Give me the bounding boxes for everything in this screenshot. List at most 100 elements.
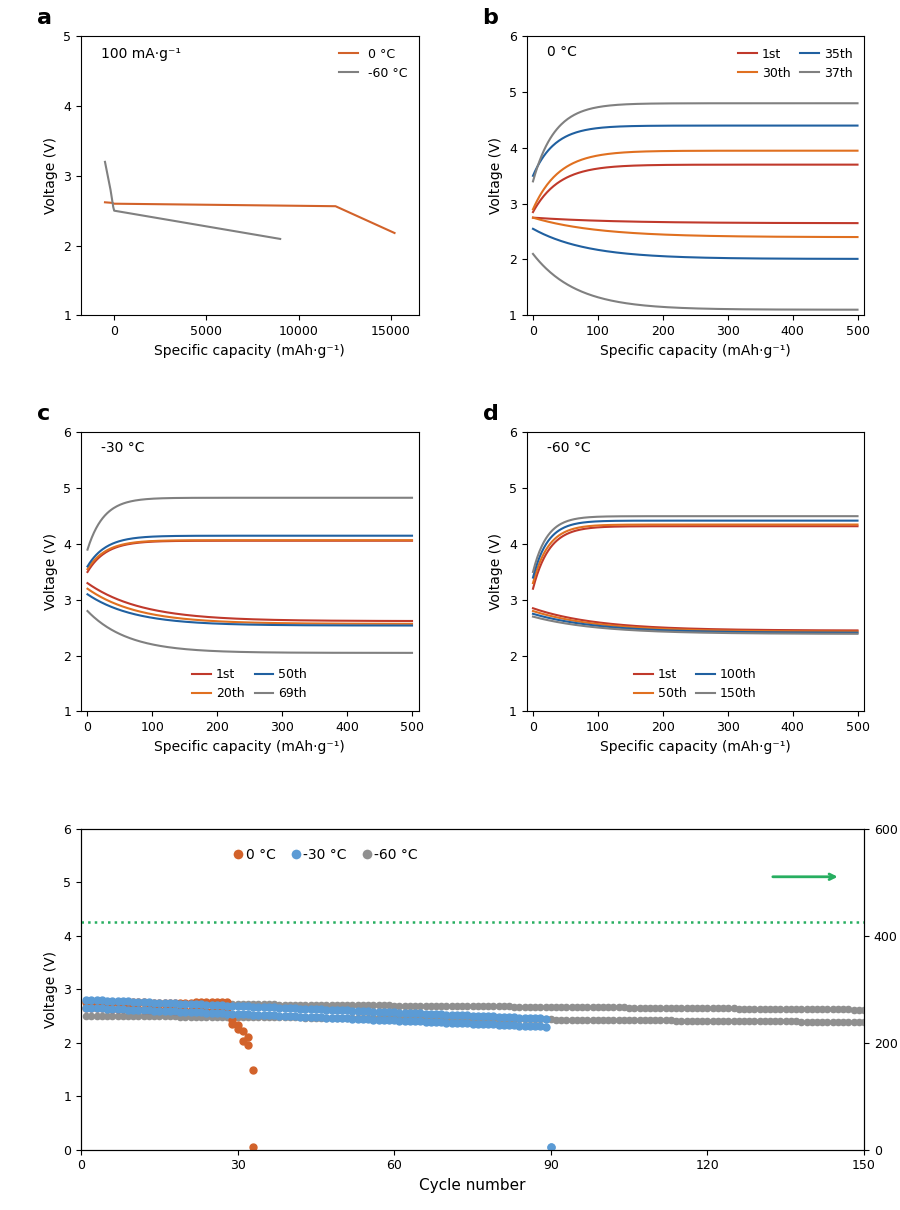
Point <box>163 993 177 1013</box>
Point <box>100 991 114 1010</box>
Y-axis label: Voltage (V): Voltage (V) <box>490 137 503 214</box>
Point <box>481 1007 495 1026</box>
Point <box>79 992 94 1012</box>
Point <box>246 1061 260 1081</box>
Point <box>163 1001 177 1020</box>
Point <box>789 1012 804 1031</box>
Point <box>523 1009 537 1028</box>
Point <box>131 1001 146 1020</box>
Point <box>387 1009 401 1028</box>
Point <box>126 1007 140 1026</box>
Point <box>167 993 182 1013</box>
Point <box>173 993 187 1013</box>
Point <box>329 1008 344 1027</box>
Point <box>178 993 193 1013</box>
Point <box>141 1001 156 1020</box>
Point <box>85 998 99 1018</box>
Point <box>111 991 125 1010</box>
Point <box>147 993 161 1013</box>
Point <box>450 1009 464 1028</box>
Point <box>564 997 579 1016</box>
Point <box>236 997 250 1016</box>
Point <box>648 1010 662 1030</box>
Point <box>653 998 668 1018</box>
Point <box>460 1009 474 1028</box>
Point <box>674 998 688 1018</box>
Point <box>225 1010 239 1030</box>
Point <box>141 1007 156 1026</box>
Point <box>225 1014 239 1033</box>
Point <box>648 998 662 1018</box>
Point <box>236 995 250 1014</box>
Point <box>167 993 182 1013</box>
Legend: 1st, 30th, 35th, 37th: 1st, 30th, 35th, 37th <box>733 42 858 85</box>
Point <box>115 999 130 1019</box>
Point <box>486 1015 500 1035</box>
Point <box>616 998 631 1018</box>
Point <box>523 1008 537 1027</box>
Point <box>721 998 735 1018</box>
Point <box>471 1007 485 1026</box>
Point <box>262 995 276 1014</box>
Point <box>85 992 99 1012</box>
Point <box>215 1002 230 1021</box>
Point <box>465 997 480 1016</box>
Point <box>131 993 146 1013</box>
Point <box>167 1002 182 1021</box>
Point <box>324 996 338 1015</box>
Point <box>428 1013 443 1032</box>
Point <box>794 999 808 1019</box>
Point <box>627 998 642 1018</box>
Point <box>408 996 422 1015</box>
Point <box>778 1012 793 1031</box>
Point <box>413 996 428 1015</box>
Point <box>94 992 109 1012</box>
Point <box>215 995 230 1014</box>
Point <box>225 1007 239 1026</box>
Point <box>137 992 151 1012</box>
Point <box>94 1007 109 1026</box>
Point <box>851 999 866 1019</box>
Point <box>445 1006 459 1025</box>
Point <box>669 1010 683 1030</box>
Point <box>413 1009 428 1028</box>
Point <box>256 1008 271 1027</box>
Point <box>590 997 605 1016</box>
Point <box>616 1010 631 1030</box>
Point <box>680 998 694 1018</box>
Point <box>210 996 224 1015</box>
Point <box>298 995 312 1014</box>
Point <box>372 1002 386 1021</box>
Y-axis label: Voltage (V): Voltage (V) <box>490 534 503 611</box>
Point <box>178 1002 193 1021</box>
Point <box>115 999 130 1019</box>
Point <box>402 1012 417 1031</box>
Point <box>262 1008 276 1027</box>
Point <box>533 1009 547 1028</box>
Point <box>340 1008 355 1027</box>
Point <box>335 1008 349 1027</box>
Point <box>230 996 245 1015</box>
Y-axis label: Voltage (V): Voltage (V) <box>44 137 58 214</box>
Point <box>89 993 104 1013</box>
Point <box>538 1009 553 1028</box>
Point <box>544 1137 558 1157</box>
Point <box>288 1007 302 1026</box>
Point <box>241 995 256 1014</box>
Point <box>842 999 856 1019</box>
Point <box>324 1008 338 1027</box>
Point <box>121 992 135 1012</box>
Point <box>454 1014 469 1033</box>
Point <box>189 995 203 1014</box>
Point <box>836 1013 850 1032</box>
Point <box>611 998 625 1018</box>
Point <box>100 992 114 1012</box>
Point <box>361 1002 375 1021</box>
Point <box>549 997 563 1016</box>
Point <box>346 1001 360 1020</box>
Point <box>298 999 312 1019</box>
X-axis label: Specific capacity (mAh·g⁻¹): Specific capacity (mAh·g⁻¹) <box>155 344 345 358</box>
Point <box>152 1001 166 1020</box>
Point <box>512 1016 526 1036</box>
Point <box>340 996 355 1015</box>
